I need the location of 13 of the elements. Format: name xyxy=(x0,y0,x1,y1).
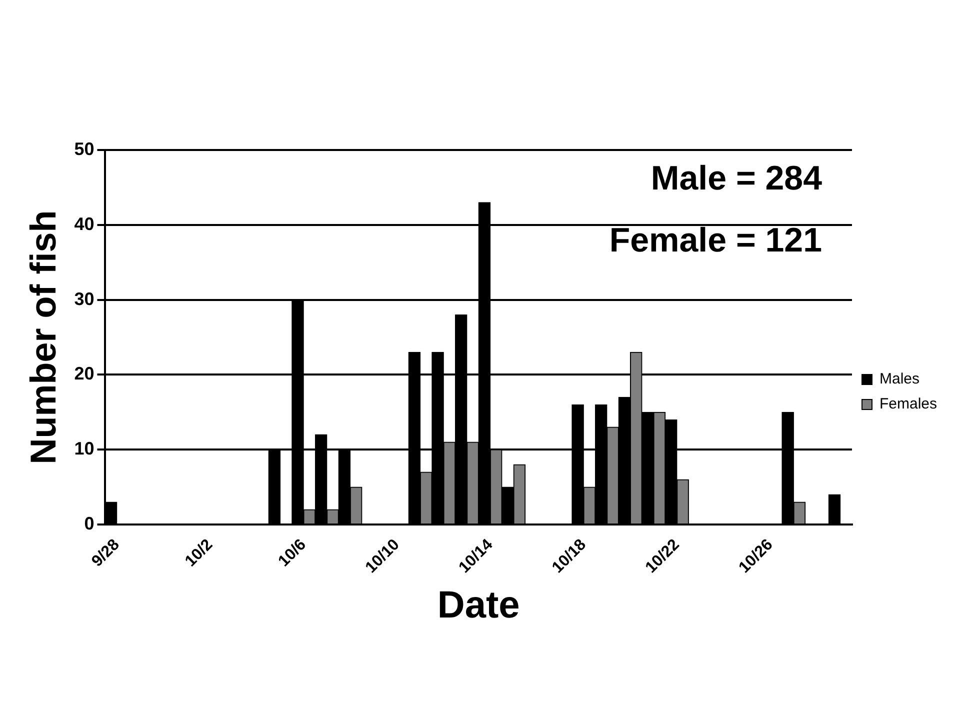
y-tick-label: 50 xyxy=(74,138,94,159)
x-axis-title: Date xyxy=(437,584,520,627)
y-tick-label: 40 xyxy=(74,214,94,234)
annotation: Female = 121 xyxy=(609,221,822,260)
x-tick-label: 9/28 xyxy=(88,536,123,570)
y-tick-label: 20 xyxy=(74,364,94,384)
y-tick-label: 10 xyxy=(74,438,94,459)
legend-label: Males xyxy=(879,370,920,388)
y-axis-title: Number of fish xyxy=(22,210,64,464)
legend-label: Females xyxy=(879,396,938,413)
annotation: Male = 284 xyxy=(650,159,822,198)
y-tick-label: 30 xyxy=(74,288,94,309)
y-tick-label: 0 xyxy=(84,513,94,534)
